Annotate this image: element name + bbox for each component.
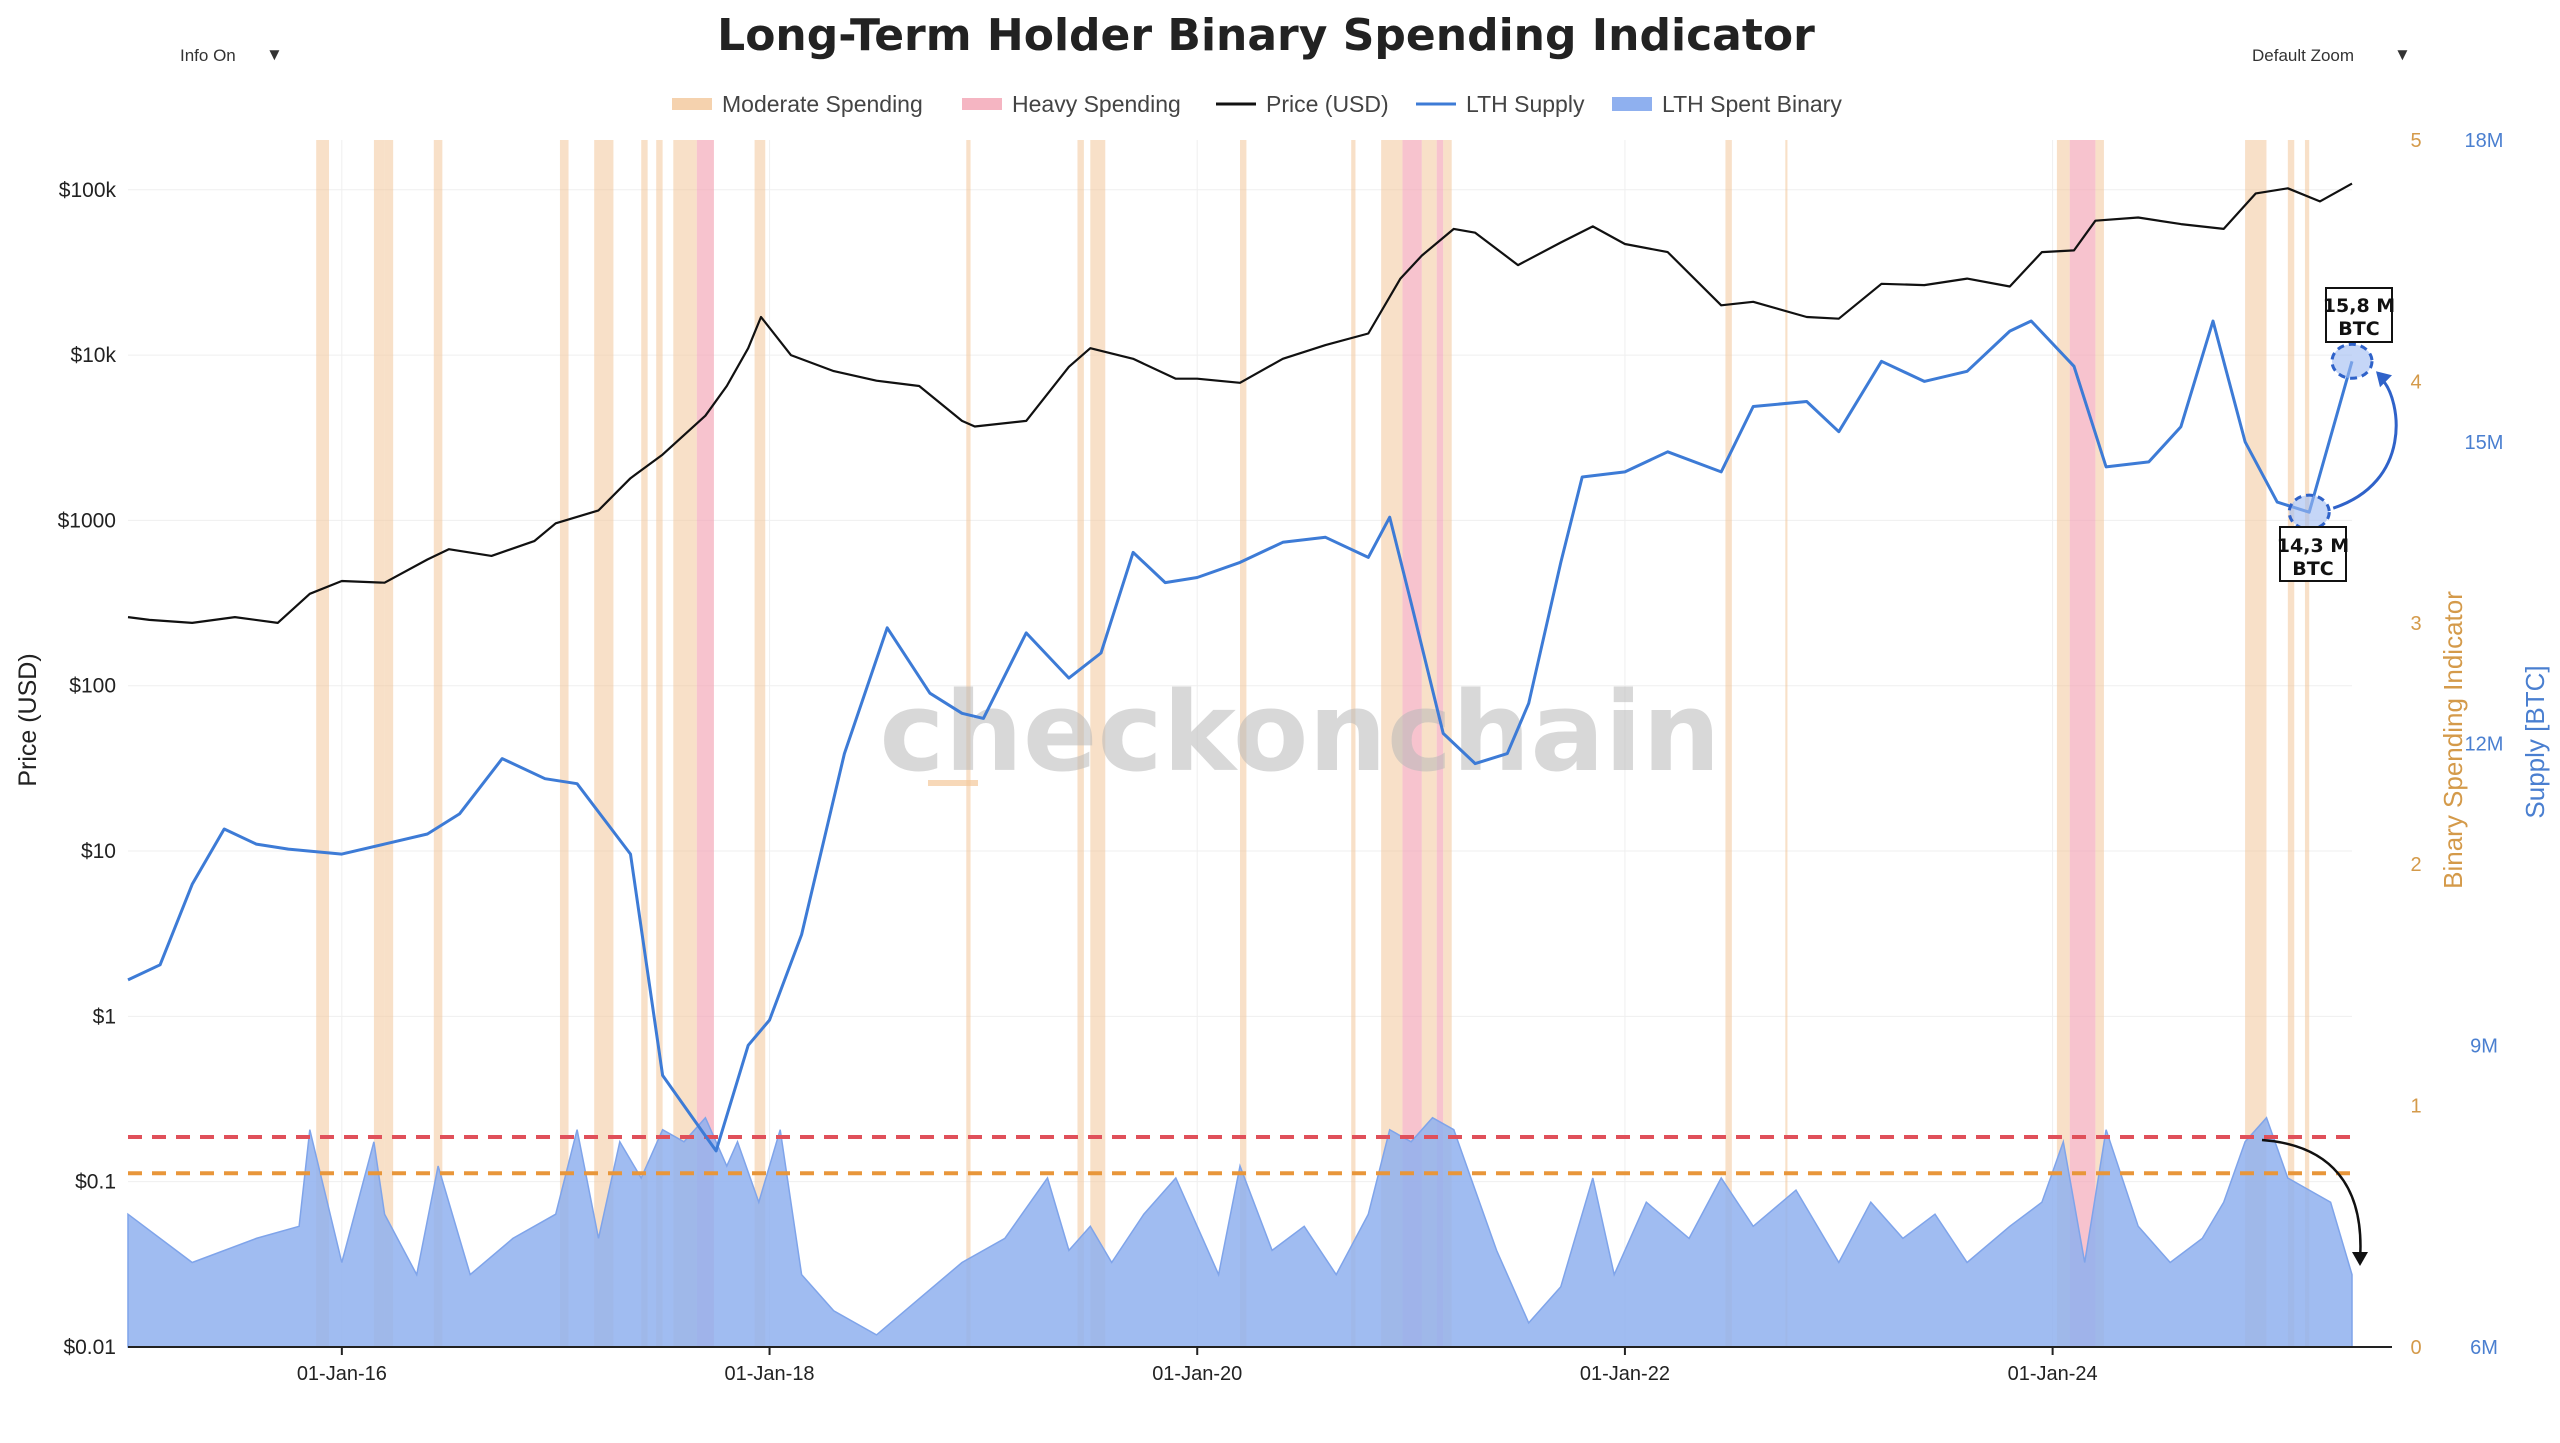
supply-high-marker xyxy=(2330,342,2374,380)
supply-tick-label: 18M xyxy=(2465,130,2504,152)
info-dropdown-chevron-icon: ▼ xyxy=(266,45,283,64)
supply-axis-title: Supply [BTC] xyxy=(2520,665,2550,818)
legend-label: Heavy Spending xyxy=(1012,91,1181,117)
price-tick-label: $1 xyxy=(93,1005,116,1028)
lth-supply-line xyxy=(127,319,2354,1153)
price-axis-title: Price (USD) xyxy=(14,653,42,786)
moderate-spending-band xyxy=(656,140,663,1347)
supply-tick-label: 15M xyxy=(2465,432,2504,454)
moderate-spending-band xyxy=(754,140,766,1347)
supply-axis-ticks: 6M 9M 12M 15M 18M xyxy=(2465,130,2504,1359)
supply-tick-label: 9M xyxy=(2470,1035,2498,1057)
moderate-spending-band xyxy=(1725,140,1732,1347)
legend-label: Moderate Spending xyxy=(722,91,923,117)
heavy-spending-band xyxy=(1436,140,1444,1347)
price-tick-label: $0.01 xyxy=(63,1336,116,1359)
price-tick-label: $100k xyxy=(59,179,117,202)
zoom-dropdown[interactable]: Default Zoom ▼ xyxy=(2252,45,2411,65)
info-toggle-dropdown[interactable]: Info On ▼ xyxy=(180,45,283,65)
supply-low-label-box xyxy=(2279,526,2347,582)
indicator-tick-label: 3 xyxy=(2410,613,2421,635)
indicator-axis-title: Binary Spending Indicator xyxy=(2438,591,2468,889)
supply-low-marker xyxy=(2287,493,2331,531)
supply-high-value: 15,8 M xyxy=(2323,295,2395,317)
moderate-spending-band xyxy=(1381,140,1403,1347)
legend-label: LTH Spent Binary xyxy=(1662,91,1842,117)
moderate-spending-band xyxy=(966,140,971,1347)
supply-high-label-box xyxy=(2325,287,2393,343)
moderate-spending-band xyxy=(1077,140,1084,1347)
moderate-spending-band xyxy=(641,140,648,1347)
legend-swatch-band xyxy=(672,98,712,110)
x-tick-label: 01-Jan-16 xyxy=(297,1363,387,1385)
indicator-tick-label: 0 xyxy=(2410,1337,2421,1359)
x-tick-label: 01-Jan-22 xyxy=(1580,1363,1670,1385)
supply-arrowhead-icon xyxy=(2376,371,2392,388)
price-tick-label: $10 xyxy=(81,840,116,863)
threshold-drop-arrow xyxy=(2261,1138,2362,1261)
zoom-dropdown-chevron-icon: ▼ xyxy=(2394,45,2411,64)
legend-swatch-area xyxy=(1612,97,1652,111)
supply-low-value: 14,3 M xyxy=(2277,535,2349,557)
supply-high-unit: BTC xyxy=(2338,318,2379,340)
legend: Moderate Spending Heavy Spending Price (US… xyxy=(672,91,1842,117)
legend-label: LTH Supply xyxy=(1466,91,1585,117)
moderate-spending-band xyxy=(559,140,569,1347)
indicator-tick-label: 2 xyxy=(2410,854,2421,876)
moderate-spending-band xyxy=(594,140,614,1347)
moderate-spending-band xyxy=(2245,140,2267,1347)
spending-bands xyxy=(316,140,2310,1347)
price-axis-ticks: $0.01 $0.1 $1 $10 $100 $1000 $10k $100k xyxy=(58,179,117,1359)
moderate-spending-band xyxy=(1421,140,1437,1347)
supply-low-unit: BTC xyxy=(2292,558,2333,580)
heavy-spending-band xyxy=(1402,140,1422,1347)
moderate-spending-band xyxy=(1351,140,1356,1347)
moderate-spending-band xyxy=(684,140,697,1347)
chart-title: Long-Term Holder Binary Spending Indicat… xyxy=(717,10,1815,61)
moderate-spending-band xyxy=(673,140,684,1347)
x-tick-label: 01-Jan-20 xyxy=(1152,1363,1242,1385)
indicator-tick-label: 4 xyxy=(2410,371,2421,393)
price-tick-label: $0.1 xyxy=(75,1171,116,1194)
moderate-spending-band xyxy=(2056,140,2070,1347)
indicator-axis-ticks: 0 1 2 3 4 5 xyxy=(2410,130,2421,1359)
watermark: checkonchain xyxy=(879,668,1720,796)
supply-tick-label: 12M xyxy=(2465,734,2504,756)
price-tick-label: $1000 xyxy=(58,509,116,532)
price-tick-label: $10k xyxy=(70,344,116,367)
zoom-dropdown-label: Default Zoom xyxy=(2252,46,2354,65)
info-toggle-label: Info On xyxy=(180,46,236,65)
moderate-spending-band xyxy=(373,140,385,1347)
moderate-spending-band xyxy=(1785,140,1788,1347)
supply-rebound-arrow xyxy=(2332,378,2398,510)
price-line xyxy=(127,182,2353,624)
supply-tick-label: 6M xyxy=(2470,1337,2498,1359)
heavy-spending-band xyxy=(696,140,714,1347)
indicator-tick-label: 5 xyxy=(2410,130,2421,152)
supply-annotations: 14,3 M BTC 15,8 M BTC xyxy=(2261,287,2398,1266)
x-tick-label: 01-Jan-18 xyxy=(725,1363,815,1385)
moderate-spending-band xyxy=(433,140,443,1347)
moderate-spending-band xyxy=(1090,140,1106,1347)
x-axis-ticks: 01-Jan-16 01-Jan-18 01-Jan-20 01-Jan-22 01-J… xyxy=(297,1347,2098,1385)
threshold-drop-arrowhead-icon xyxy=(2352,1252,2368,1266)
moderate-spending-band xyxy=(1443,140,1452,1347)
price-tick-label: $100 xyxy=(69,675,116,698)
moderate-spending-band xyxy=(384,140,394,1347)
moderate-spending-band xyxy=(2095,140,2104,1347)
indicator-tick-label: 1 xyxy=(2410,1096,2421,1118)
moderate-spending-band xyxy=(316,140,330,1347)
moderate-spending-band xyxy=(2304,140,2310,1347)
moderate-spending-band xyxy=(1240,140,1247,1347)
legend-swatch-band xyxy=(962,98,1002,110)
legend-label: Price (USD) xyxy=(1266,91,1389,117)
watermark-logo-mark xyxy=(928,780,978,786)
x-tick-label: 01-Jan-24 xyxy=(2008,1363,2098,1385)
heavy-spending-band xyxy=(2069,140,2096,1347)
moderate-spending-band xyxy=(2287,140,2295,1347)
